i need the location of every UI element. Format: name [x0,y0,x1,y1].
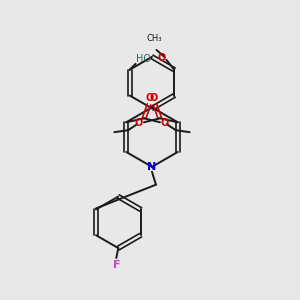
Text: F: F [112,260,120,270]
Text: N: N [147,162,157,172]
Text: O: O [150,94,158,103]
Text: O: O [157,53,166,63]
Text: CH₃: CH₃ [147,34,162,43]
Text: O: O [135,118,143,128]
Text: O: O [161,118,169,128]
Text: HO: HO [136,54,151,64]
Text: O: O [146,94,154,103]
